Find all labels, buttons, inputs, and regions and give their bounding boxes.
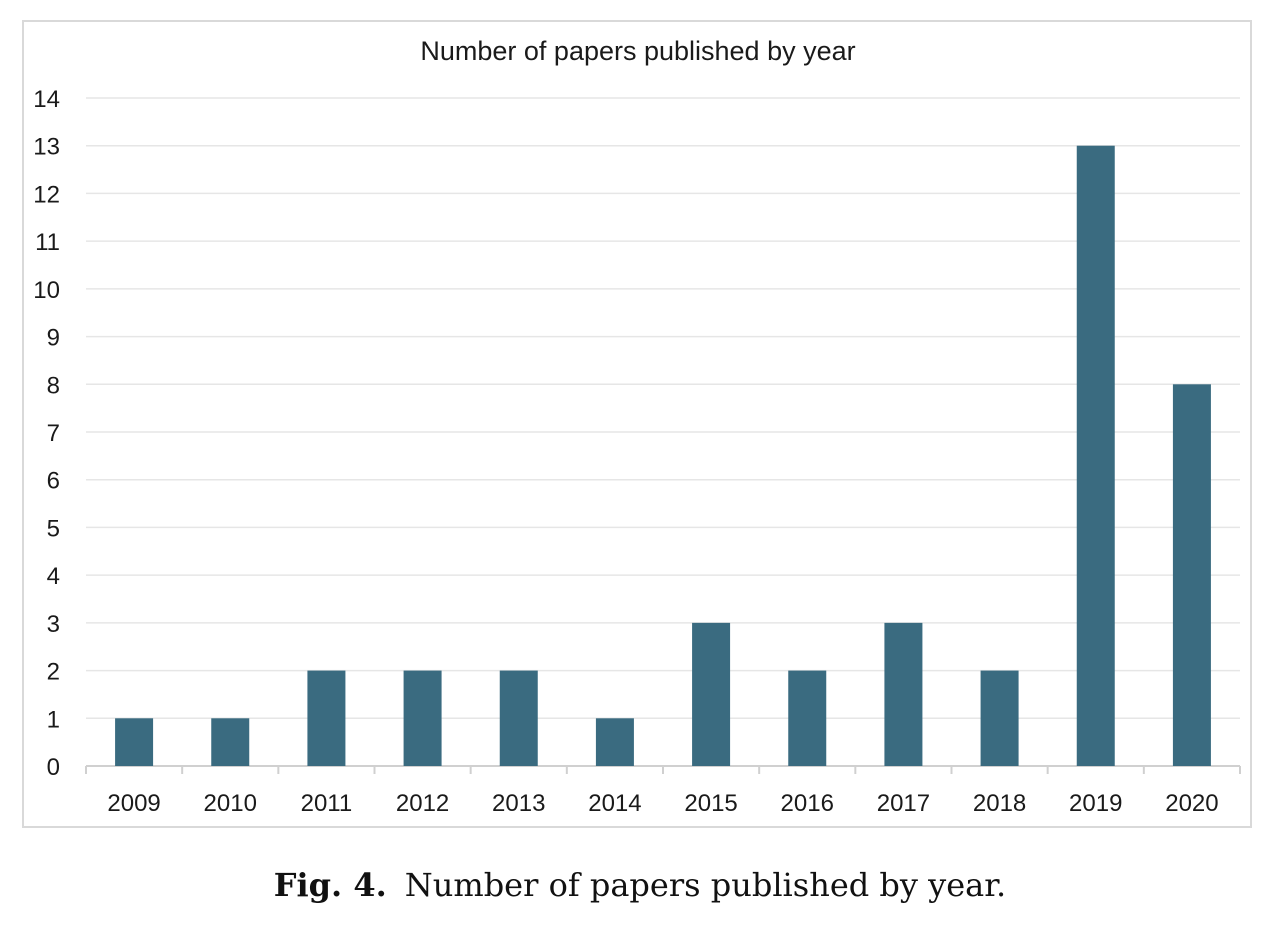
y-tick-label: 2 xyxy=(47,659,60,686)
chart-title: Number of papers published by year xyxy=(420,36,855,66)
y-tick-label: 7 xyxy=(47,420,60,447)
x-tick-label: 2010 xyxy=(204,790,257,817)
bar-chart: Number of papers published by year 01234… xyxy=(33,36,1241,817)
chart-frame xyxy=(22,20,1252,828)
y-tick-label: 13 xyxy=(33,134,60,161)
bar-2018 xyxy=(980,670,1019,766)
bar-2011 xyxy=(307,670,346,766)
bar-2012 xyxy=(403,670,442,766)
bar-2017 xyxy=(884,622,923,766)
y-tick-label: 3 xyxy=(47,611,60,638)
y-tick-label: 5 xyxy=(47,515,60,542)
y-tick-label: 8 xyxy=(47,372,60,399)
y-tick-label: 10 xyxy=(33,277,60,304)
figure-label: Fig. 4. xyxy=(273,866,387,904)
y-tick-label: 14 xyxy=(33,86,60,113)
x-tick-label: 2020 xyxy=(1165,790,1218,817)
x-tick-label: 2017 xyxy=(877,790,930,817)
y-tick-label: 1 xyxy=(47,706,60,733)
bar-2014 xyxy=(595,718,634,766)
x-tick-label: 2016 xyxy=(781,790,834,817)
x-tick-label: 2014 xyxy=(588,790,641,817)
x-tick-label: 2009 xyxy=(107,790,160,817)
y-tick-label: 9 xyxy=(47,325,60,352)
x-tick-label: 2013 xyxy=(492,790,545,817)
y-tick-label: 0 xyxy=(47,754,60,781)
y-tick-label: 4 xyxy=(47,563,60,590)
bar-2010 xyxy=(211,718,250,766)
y-tick-label: 6 xyxy=(47,468,60,495)
bar-2020 xyxy=(1172,384,1211,766)
bar-2009 xyxy=(115,718,154,766)
gridlines xyxy=(86,97,1240,720)
figure-caption: Fig. 4. Number of papers published by yea… xyxy=(0,866,1280,904)
x-axis xyxy=(85,765,1241,774)
bar-2015 xyxy=(692,622,731,766)
bar-2013 xyxy=(499,670,538,766)
x-tick-label: 2019 xyxy=(1069,790,1122,817)
x-tick-label: 2011 xyxy=(301,790,353,817)
y-tick-label: 12 xyxy=(33,181,60,208)
figure-caption-text: Number of papers published by year. xyxy=(404,866,1007,904)
x-tick-label: 2018 xyxy=(973,790,1026,817)
x-axis-ticks: 2009 2010 2011 2012 2013 2014 2015 2016 2017 2018… xyxy=(107,790,1218,817)
bar-2016 xyxy=(788,670,827,766)
bar-2019 xyxy=(1076,145,1115,766)
y-tick-label: 11 xyxy=(35,229,60,256)
x-tick-label: 2012 xyxy=(396,790,449,817)
x-tick-label: 2015 xyxy=(684,790,737,817)
bars xyxy=(115,145,1211,766)
